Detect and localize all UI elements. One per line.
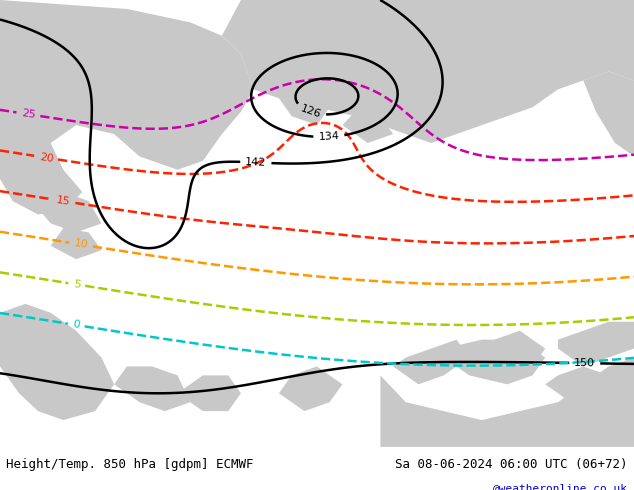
Text: 5: 5 xyxy=(72,279,81,290)
Polygon shape xyxy=(380,358,634,447)
Text: 25: 25 xyxy=(21,108,36,120)
Polygon shape xyxy=(222,0,634,143)
Text: 126: 126 xyxy=(299,104,323,120)
Text: 150: 150 xyxy=(574,358,595,368)
Polygon shape xyxy=(279,367,342,411)
Text: @weatheronline.co.uk: @weatheronline.co.uk xyxy=(493,484,628,490)
Polygon shape xyxy=(32,192,101,232)
Polygon shape xyxy=(51,228,101,259)
Text: 142: 142 xyxy=(245,157,267,168)
Polygon shape xyxy=(178,375,241,411)
Text: 0: 0 xyxy=(72,319,81,331)
Polygon shape xyxy=(444,340,545,384)
Polygon shape xyxy=(279,89,330,125)
Text: 20: 20 xyxy=(38,151,54,164)
Polygon shape xyxy=(393,340,469,384)
Polygon shape xyxy=(0,304,114,420)
Polygon shape xyxy=(482,331,545,375)
Polygon shape xyxy=(545,367,609,402)
Polygon shape xyxy=(583,72,634,156)
Text: Sa 08-06-2024 06:00 UTC (06+72): Sa 08-06-2024 06:00 UTC (06+72) xyxy=(395,458,628,471)
Text: 134: 134 xyxy=(318,131,340,142)
Polygon shape xyxy=(558,322,634,367)
Text: Height/Temp. 850 hPa [gdpm] ECMWF: Height/Temp. 850 hPa [gdpm] ECMWF xyxy=(6,458,254,471)
Text: 15: 15 xyxy=(56,195,71,207)
Polygon shape xyxy=(114,367,190,411)
Polygon shape xyxy=(0,0,254,215)
Polygon shape xyxy=(342,112,393,143)
Text: 10: 10 xyxy=(74,239,89,250)
